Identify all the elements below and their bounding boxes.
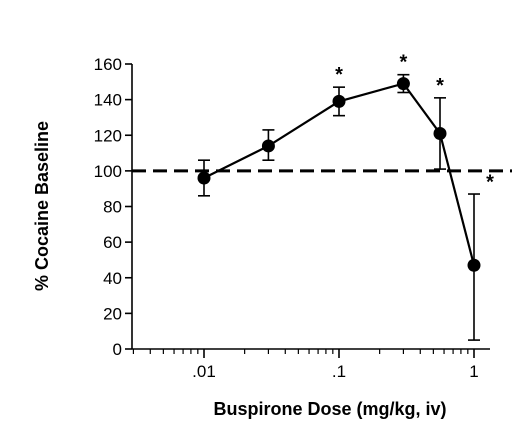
significance-marker: *	[436, 75, 444, 97]
axes: 0 20 40 60 80 100 120 140 160 .01 .1 1	[94, 55, 490, 381]
y-tick-label: 0	[113, 340, 122, 359]
data-point	[261, 139, 275, 153]
y-tick-label: 20	[103, 304, 122, 323]
significance-marker: *	[335, 64, 343, 86]
series-line	[203, 82, 476, 266]
y-axis-label: % Cocaine Baseline	[32, 121, 52, 291]
data-point	[197, 171, 211, 185]
data-point	[332, 94, 346, 108]
y-tick-label: 140	[94, 91, 122, 110]
x-tick-label: .01	[192, 362, 216, 381]
y-tick-label: 60	[103, 233, 122, 252]
significance-marker: *	[486, 171, 494, 193]
y-tick-label: 160	[94, 55, 122, 74]
data-point	[396, 77, 410, 91]
data-point	[433, 126, 447, 140]
x-tick-label: .1	[332, 362, 346, 381]
series-group: * * * *	[197, 52, 494, 341]
data-point	[467, 258, 481, 272]
y-tick-label: 40	[103, 269, 122, 288]
x-axis-label: Buspirone Dose (mg/kg, iv)	[213, 399, 446, 419]
significance-marker: *	[400, 52, 408, 74]
y-tick-label: 120	[94, 126, 122, 145]
x-tick-label: 1	[469, 362, 478, 381]
y-tick-label: 100	[94, 162, 122, 181]
y-tick-label: 80	[103, 198, 122, 217]
